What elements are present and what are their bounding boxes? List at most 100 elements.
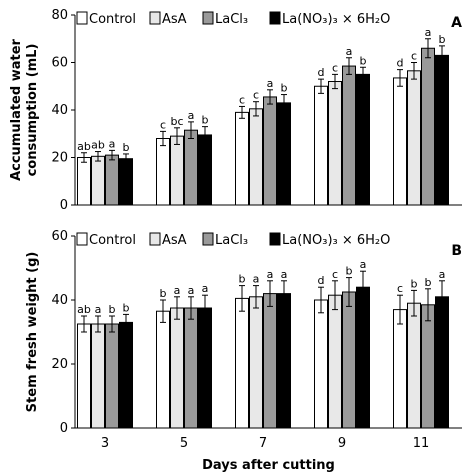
bar <box>407 70 421 206</box>
panel-b: 0 20 40 60 Stem fresh weight (g) B Control AsA L… <box>25 229 462 473</box>
legend-label: Control <box>89 233 136 248</box>
significance-letter: b <box>439 33 446 46</box>
bar <box>435 54 449 206</box>
y-axis-label: Accumulated water <box>9 38 24 180</box>
bar <box>435 296 449 429</box>
significance-letter: a <box>281 268 288 281</box>
significance-letter: d <box>318 66 325 79</box>
bar <box>393 309 407 429</box>
bar <box>277 102 291 206</box>
bar <box>277 293 291 429</box>
bar <box>421 304 435 429</box>
significance-letter: d <box>397 57 404 70</box>
significance-letter: c <box>411 50 417 63</box>
bar <box>393 77 407 206</box>
y-tick-label: 0 <box>60 421 68 436</box>
bar <box>77 323 91 429</box>
significance-letter: d <box>318 274 325 287</box>
significance-letter: ab <box>77 140 91 153</box>
bar <box>235 297 249 429</box>
bar <box>156 310 170 429</box>
significance-letter: b <box>346 265 353 278</box>
significance-letter: ab <box>77 303 91 316</box>
legend-swatch <box>202 232 214 246</box>
legend-swatch <box>269 11 281 25</box>
bar <box>421 47 435 206</box>
significance-letter: a <box>360 258 367 271</box>
bar <box>105 154 119 206</box>
bar <box>91 323 105 429</box>
significance-letter: c <box>332 61 338 74</box>
bar <box>198 134 212 206</box>
significance-letter: a <box>439 268 446 281</box>
bar <box>263 293 277 429</box>
bar <box>184 129 198 206</box>
bar <box>249 108 263 206</box>
significance-letter: b <box>123 141 130 154</box>
bar <box>342 291 356 429</box>
significance-letter: a <box>174 284 181 297</box>
legend-swatch <box>76 11 88 25</box>
bar <box>328 81 342 206</box>
bar <box>249 296 263 429</box>
legend-swatch <box>202 11 214 25</box>
significance-letter: c <box>239 93 245 106</box>
bar <box>356 73 370 206</box>
legend-label: LaCl₃ <box>215 233 248 248</box>
significance-letter: a <box>253 273 260 286</box>
legend-label: AsA <box>162 233 187 248</box>
significance-letter: a <box>267 77 274 90</box>
y-tick-label: 60 <box>51 229 68 244</box>
significance-letter: a <box>267 268 274 281</box>
bar <box>170 307 184 429</box>
significance-letter: b <box>109 303 116 316</box>
panel-label: A <box>451 15 462 31</box>
bar <box>198 307 212 429</box>
significance-letter: b <box>123 301 130 314</box>
x-tick-label: 7 <box>259 436 267 451</box>
y-axis-label: consumption (mL) <box>25 44 40 177</box>
significance-letter: a <box>188 109 195 122</box>
legend-swatch <box>149 11 161 25</box>
bar <box>328 294 342 429</box>
legend-label: Control <box>89 12 136 27</box>
significance-letter: ab <box>91 139 105 152</box>
bar <box>119 158 133 206</box>
bar <box>170 135 184 206</box>
x-tick-label: 5 <box>180 436 188 451</box>
x-tick-label: 11 <box>413 436 430 451</box>
y-tick-label: 40 <box>51 103 68 118</box>
bar <box>77 157 91 206</box>
significance-letter: a <box>425 26 432 39</box>
y-tick-label: 20 <box>51 357 68 372</box>
significance-letter: c <box>397 282 403 295</box>
bar <box>356 286 370 429</box>
significance-letter: c <box>253 89 259 102</box>
significance-letter: b <box>425 276 432 289</box>
x-axis-label: Days after cutting <box>202 458 335 473</box>
y-tick-label: 80 <box>51 8 68 23</box>
legend-swatch <box>269 232 281 246</box>
bar <box>314 299 328 429</box>
bar <box>263 96 277 206</box>
significance-letter: bc <box>170 115 183 128</box>
panel-label: B <box>451 243 462 259</box>
significance-letter: b <box>281 82 288 95</box>
bar <box>235 111 249 206</box>
bar <box>105 323 119 429</box>
significance-letter: a <box>95 303 102 316</box>
y-tick-label: 20 <box>51 151 68 166</box>
significance-letter: c <box>332 268 338 281</box>
x-tick-label: 3 <box>101 436 109 451</box>
significance-letter: b <box>202 114 209 127</box>
y-tick-label: 60 <box>51 56 68 71</box>
bar <box>342 65 356 206</box>
legend-swatch <box>149 232 161 246</box>
legend-swatch <box>76 232 88 246</box>
significance-letter: b <box>360 54 367 67</box>
significance-letter: b <box>160 287 167 300</box>
y-axis-label: Stem fresh weight (g) <box>25 252 40 413</box>
significance-letter: a <box>346 45 353 58</box>
bar <box>119 321 133 429</box>
